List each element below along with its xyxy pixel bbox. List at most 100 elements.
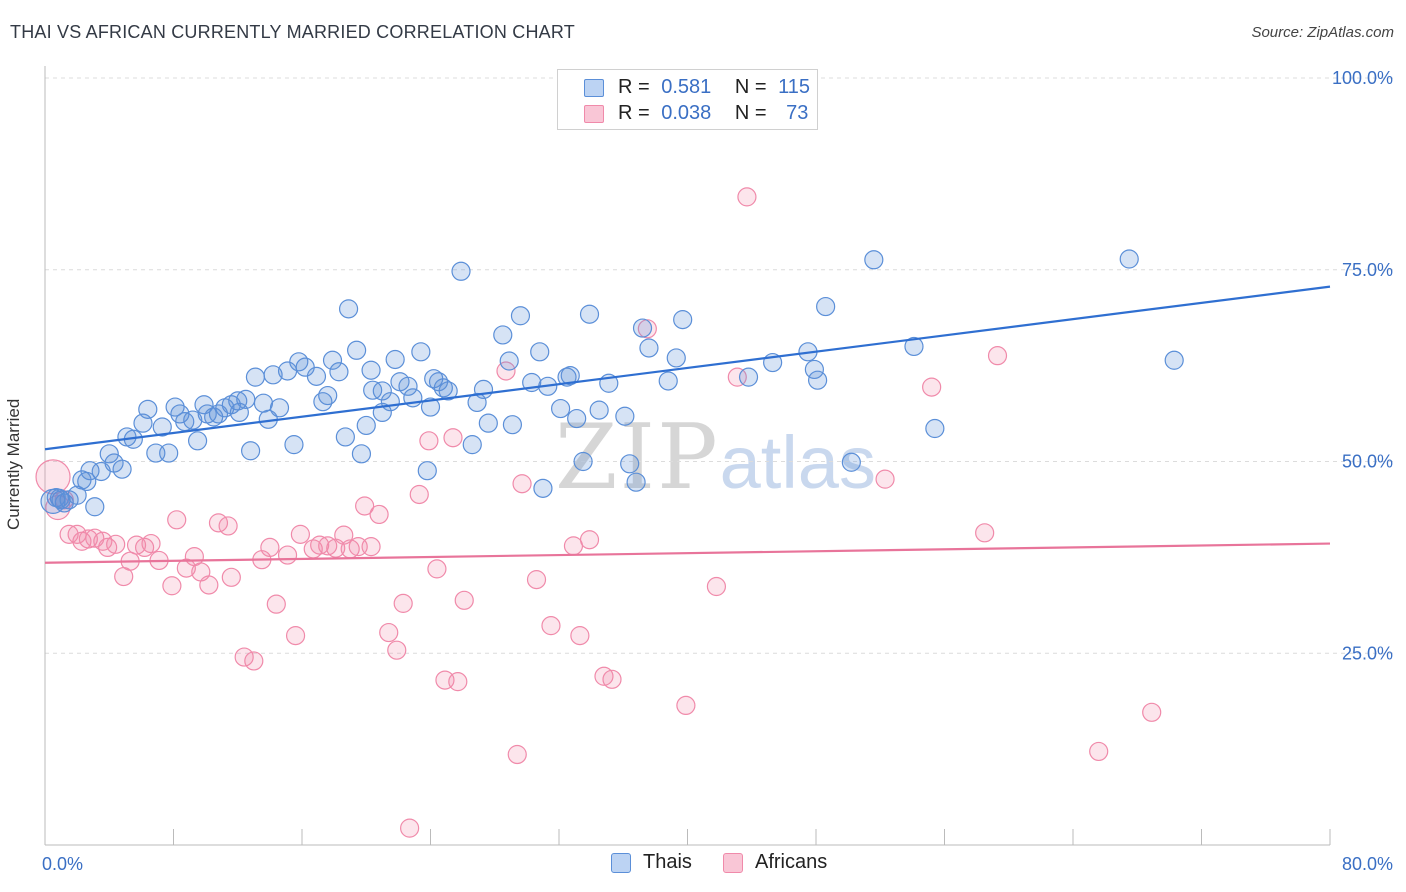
- x-tick-label: 0.0%: [42, 854, 83, 874]
- thais-point: [816, 296, 836, 317]
- africans-point: [454, 590, 474, 610]
- thais-point: [673, 310, 693, 330]
- thais-point: [269, 398, 290, 418]
- gridlines: [45, 77, 1395, 654]
- africans-point: [987, 346, 1008, 366]
- thais-point: [493, 325, 513, 345]
- thais-point: [502, 415, 523, 435]
- x-tick-label: 80.0%: [1342, 854, 1393, 874]
- thais-point: [579, 304, 600, 324]
- africans-swatch: [723, 853, 743, 873]
- africans-point: [244, 651, 264, 671]
- thais-point: [338, 299, 359, 319]
- thais-point: [438, 381, 458, 401]
- thais-point: [589, 400, 609, 420]
- africans-point: [379, 622, 399, 643]
- thais-point: [363, 380, 383, 400]
- legend-swatch-thais: [584, 79, 604, 97]
- thais-point: [533, 478, 553, 498]
- africans-point: [141, 533, 161, 554]
- thais-point: [632, 318, 653, 338]
- thais-point: [1119, 249, 1139, 269]
- africans-point: [355, 496, 375, 516]
- thais-point: [99, 444, 119, 464]
- legend-n-label: N =: [734, 76, 767, 98]
- thais-point: [551, 398, 571, 419]
- thais-point: [1164, 350, 1184, 370]
- africans-point: [387, 640, 407, 660]
- watermark: ZIPatlas: [555, 405, 876, 510]
- thais-point: [85, 497, 105, 517]
- thais-point: [804, 359, 824, 380]
- y-axis-label: Currently Married: [4, 398, 23, 530]
- thais-point: [808, 370, 828, 390]
- africans-point: [199, 575, 219, 595]
- thais-point: [152, 417, 172, 437]
- thais-point: [573, 451, 593, 472]
- africans-point: [35, 459, 71, 495]
- thais-point: [398, 376, 418, 396]
- thais-point: [187, 431, 208, 451]
- africans-point: [106, 534, 126, 554]
- africans-point: [167, 510, 187, 530]
- chart-title: THAI VS AFRICAN CURRENTLY MARRIED CORREL…: [10, 22, 575, 42]
- y-tick-label: 50.0%: [1342, 452, 1393, 472]
- africans-point: [706, 576, 727, 597]
- africans-point: [221, 567, 241, 587]
- legend-r-label: R =: [618, 76, 650, 98]
- thais-point: [420, 397, 441, 417]
- africans-point: [409, 484, 429, 505]
- thais-point: [356, 415, 376, 436]
- thais-point: [347, 340, 367, 360]
- tick-labels: 100.0% 75.0% 50.0% 25.0% 0.0% 80.0%: [42, 68, 1393, 874]
- thais-point: [318, 385, 338, 406]
- africans-point: [78, 529, 98, 549]
- africans-point: [277, 545, 298, 565]
- thais-point: [380, 392, 400, 412]
- thais-point: [864, 250, 884, 270]
- thais-points: [40, 249, 1184, 517]
- africans-point: [290, 524, 310, 544]
- africans-label: Africans: [755, 851, 828, 873]
- africans-point: [922, 377, 942, 397]
- thais-point: [236, 389, 256, 409]
- thais-point: [530, 342, 550, 362]
- africans-point: [218, 516, 238, 536]
- thais-point: [620, 454, 640, 474]
- africans-point: [975, 523, 995, 543]
- watermark-atlas: atlas: [719, 421, 876, 504]
- africans-points: [35, 187, 1162, 838]
- thais-point: [417, 461, 437, 481]
- africans-point: [1089, 741, 1109, 762]
- legend-n-value: 73: [786, 102, 809, 124]
- thais-swatch: [611, 853, 631, 873]
- africans-point: [266, 594, 286, 614]
- africans-point: [234, 647, 254, 667]
- thais-point: [499, 351, 519, 371]
- africans-point: [676, 695, 696, 716]
- trend-lines: [44, 285, 1331, 564]
- thais-point: [159, 443, 179, 463]
- thais-point: [138, 399, 158, 419]
- thais-point: [385, 349, 405, 370]
- thais-point: [639, 338, 659, 358]
- africans-point: [419, 431, 439, 451]
- africans-point: [602, 669, 622, 689]
- legend-r-value: 0.581: [661, 76, 712, 98]
- correlation-legend: R = 0.581 N = 115 R = 0.038 N = 73: [557, 69, 818, 130]
- thais-label: Thais: [643, 851, 692, 873]
- thais-point: [626, 472, 646, 492]
- thais-point: [738, 367, 759, 387]
- africans-point: [126, 535, 147, 555]
- axes: [44, 66, 1331, 846]
- thais-point: [658, 371, 678, 391]
- africans-point: [361, 537, 381, 557]
- thais-point: [372, 381, 392, 401]
- thais-trend-line: [44, 285, 1331, 451]
- thais-point: [335, 427, 355, 447]
- africans-point: [285, 626, 306, 646]
- africans-point: [393, 593, 413, 613]
- thais-point: [183, 410, 203, 430]
- africans-point: [563, 536, 584, 556]
